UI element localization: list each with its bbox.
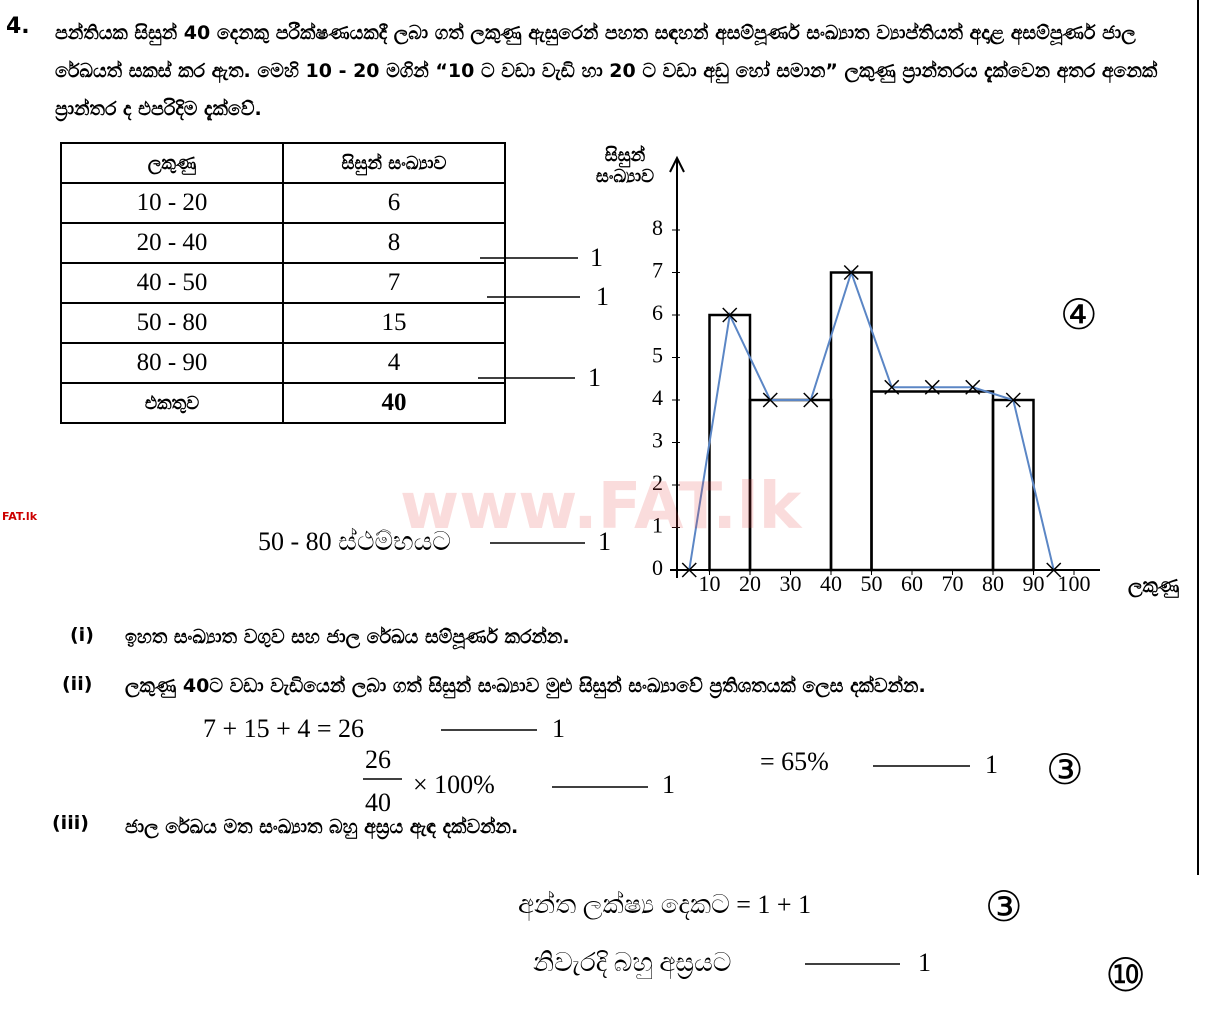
- watermark: www.FAT.lk: [400, 470, 802, 544]
- mark: 1: [918, 948, 931, 977]
- mark: 1: [552, 714, 565, 743]
- mark: 1: [590, 243, 603, 272]
- cell: 50 - 80: [60, 302, 284, 344]
- score: ③: [985, 882, 1023, 931]
- mark: 1: [596, 282, 609, 311]
- y-tick-label: 2: [652, 470, 663, 495]
- denominator: 40: [365, 788, 391, 817]
- side-mark: FAT.lk: [2, 510, 38, 523]
- bar: [870, 390, 995, 572]
- end-points: අන්ත ලක්ෂ්‍ය දෙකට = 1 + 1: [518, 890, 812, 919]
- point: [762, 392, 778, 408]
- frequency-table: ලකුණු සිසුන් සංඛ්‍යාව 10 - 20 6 20 - 40 8 40 -…: [60, 142, 506, 424]
- score: ③: [1046, 745, 1084, 794]
- row: 20 - 40 8: [60, 222, 506, 264]
- row: 10 - 20 6: [60, 182, 506, 224]
- total: ⑩: [1105, 948, 1147, 1002]
- x-tick-label: 70: [942, 571, 964, 596]
- cell: 40: [282, 382, 506, 424]
- histogram: 0 1 2 3 4 5 6 7 8 10 20 30 40 50 60 70 80 90 100: [652, 155, 1100, 596]
- cell: සිසුන් සංඛ්‍යාව: [282, 142, 506, 184]
- cell: එකතුව: [60, 382, 284, 424]
- part-label: (ii): [62, 673, 93, 695]
- column-mark: 50 - 80 ස්ථම්භයට: [258, 527, 451, 556]
- header-row: ලකුණු සිසුන් සංඛ්‍යාව: [60, 142, 506, 184]
- row: 40 - 50 7: [60, 262, 506, 304]
- mark: 1: [985, 750, 998, 779]
- frequency-polygon: [688, 269, 1055, 571]
- x-tick-label: 20: [739, 571, 761, 596]
- x-tick-label: 10: [699, 571, 721, 596]
- part-label: (iii): [52, 812, 89, 834]
- point: [843, 264, 859, 281]
- point: [722, 307, 738, 323]
- row: 80 - 90 4: [60, 342, 506, 384]
- mark: 1: [662, 770, 675, 799]
- y-tick-label: 6: [652, 300, 663, 325]
- point: [884, 379, 900, 395]
- part-label: (i): [70, 624, 94, 646]
- x-axis-label: ලකුණු: [1128, 575, 1180, 597]
- bar: [991, 398, 1035, 572]
- cell: 10 - 20: [60, 182, 284, 224]
- result: = 65%: [760, 747, 829, 776]
- times: × 100%: [413, 770, 495, 799]
- x-tick-label: 90: [1023, 571, 1045, 596]
- point: [924, 379, 940, 395]
- y-tick-label: 4: [652, 385, 663, 410]
- part-text: ඉහත සංඛ්‍යාත වගුව සහ ජාල රේඛය සම්පූර්ණ ක…: [125, 626, 570, 648]
- part-text: ලකුණු 40ට වඩා වැඩියෙන් ලබා ගත් සිසුන් සං…: [125, 675, 926, 697]
- cell: 8: [282, 222, 506, 264]
- numerator: 26: [365, 745, 391, 774]
- x-tick-label: 60: [901, 571, 923, 596]
- point: [803, 392, 819, 408]
- cell: 6: [282, 182, 506, 224]
- row: එකතුව 40: [60, 382, 506, 424]
- y-tick-label: 0: [652, 555, 663, 580]
- point: [965, 379, 981, 395]
- cell: 4: [282, 342, 506, 384]
- x-tick-label: 50: [861, 571, 883, 596]
- cell: 40 - 50: [60, 262, 284, 304]
- y-tick-label: 1: [652, 513, 663, 538]
- sum: 7 + 15 + 4 = 26: [203, 714, 364, 743]
- mark: 1: [598, 527, 611, 556]
- polygon-mark-text: නිවැරදි බහු අස්‍රයට: [533, 948, 732, 977]
- y-tick-label: 3: [652, 428, 663, 453]
- point: [1005, 392, 1021, 408]
- cell: 20 - 40: [60, 222, 284, 264]
- y-arrow: [669, 155, 685, 173]
- part-text: ජාල රේඛය මත සංඛ්‍යාත බහු අස්‍රය ඇඳ දක්වන…: [125, 816, 519, 838]
- x-tick-label: 30: [780, 571, 802, 596]
- row: 50 - 80 15: [60, 302, 506, 344]
- mark: 1: [588, 363, 601, 392]
- cell: 80 - 90: [60, 342, 284, 384]
- point: [1046, 562, 1062, 578]
- x-tick-label: 40: [820, 571, 842, 596]
- score: ④: [1060, 290, 1098, 339]
- cell: 7: [282, 262, 506, 304]
- y-tick-label: 8: [652, 215, 663, 240]
- x-tick-label: 80: [982, 571, 1004, 596]
- y-tick-label: 7: [652, 258, 663, 283]
- cell: 15: [282, 302, 506, 344]
- point: [681, 562, 697, 578]
- y-axis-label: සිසුන් සංඛ්‍යාව: [595, 145, 655, 187]
- y-tick-label: 5: [652, 343, 663, 368]
- x-tick-label: 100: [1058, 571, 1091, 596]
- question-number: 4.: [6, 14, 30, 39]
- cell: ලකුණු: [60, 142, 284, 184]
- intro: පන්තියක සිසුන් 40 දෙනකු පරීක්ෂණයකදී ලබා …: [55, 22, 1158, 120]
